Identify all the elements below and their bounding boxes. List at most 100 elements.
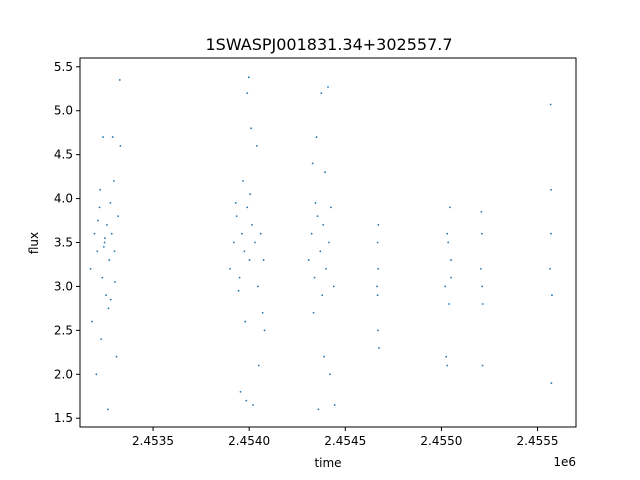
y-tick-label: 4.0	[54, 192, 73, 206]
data-point	[112, 180, 115, 182]
data-point	[549, 103, 552, 106]
data-point	[229, 267, 231, 270]
data-point	[332, 285, 335, 288]
data-point	[237, 289, 240, 292]
data-point	[376, 285, 378, 288]
data-point	[314, 202, 317, 204]
data-point	[109, 202, 112, 204]
data-point	[251, 224, 253, 226]
data-point	[257, 364, 260, 367]
data-point	[234, 202, 237, 204]
data-point	[235, 215, 238, 218]
data-point	[104, 237, 106, 240]
data-point	[115, 355, 118, 358]
data-point	[111, 136, 114, 138]
data-point	[320, 92, 323, 95]
data-point	[550, 232, 552, 235]
data-point	[98, 206, 101, 209]
data-point	[329, 206, 332, 209]
data-point	[448, 303, 451, 305]
x-tick-label: 2.4540	[228, 434, 270, 448]
data-point	[113, 250, 116, 253]
data-point	[549, 267, 551, 270]
y-tick-label: 2.5	[54, 323, 73, 337]
data-point	[238, 276, 241, 279]
data-point	[447, 241, 450, 244]
data-point	[446, 364, 449, 367]
data-point	[244, 320, 247, 323]
data-point	[245, 399, 248, 402]
data-point	[246, 92, 249, 95]
data-point	[119, 144, 122, 147]
x-tick-label: 2.4555	[517, 434, 559, 448]
x-axis-ticks: 2.4535 2.4540 2.4545 2.4550 2.4555	[132, 427, 559, 448]
data-point	[311, 162, 314, 165]
data-point	[248, 259, 251, 261]
data-point	[255, 144, 258, 147]
scatter-points	[89, 76, 553, 411]
data-point	[102, 245, 105, 248]
data-point	[249, 193, 252, 196]
x-axis-offset-label: 1e6	[553, 455, 576, 469]
data-point	[377, 329, 379, 332]
data-point	[114, 281, 116, 283]
data-point	[100, 338, 103, 341]
data-point	[481, 303, 484, 305]
data-point	[108, 259, 111, 261]
y-tick-label: 1.5	[54, 411, 73, 425]
data-point	[323, 355, 326, 358]
data-point	[109, 298, 112, 301]
data-point	[99, 188, 102, 191]
chart-title: 1SWASPJ001831.34+302557.7	[205, 35, 452, 54]
data-point	[480, 232, 483, 235]
data-point	[106, 408, 109, 411]
data-point	[250, 127, 253, 130]
data-point	[232, 241, 235, 244]
data-point	[481, 285, 484, 288]
data-point	[325, 267, 327, 270]
data-point	[481, 364, 484, 367]
data-point	[103, 241, 106, 244]
data-point	[263, 329, 266, 332]
data-point	[262, 259, 265, 261]
data-point	[91, 320, 93, 323]
data-point	[446, 232, 449, 235]
data-point	[377, 267, 380, 270]
data-point	[450, 259, 452, 261]
data-point	[239, 390, 242, 393]
data-point	[307, 259, 310, 261]
data-point	[240, 232, 243, 235]
y-tick-label: 3.5	[54, 236, 73, 250]
data-point	[377, 224, 380, 226]
data-point	[327, 86, 329, 88]
data-point	[254, 241, 256, 244]
data-point	[376, 294, 379, 297]
y-tick-label: 4.5	[54, 148, 73, 162]
data-point	[105, 294, 108, 297]
data-point	[107, 307, 110, 310]
x-tick-label: 2.4535	[132, 434, 174, 448]
data-point	[243, 250, 246, 253]
data-point	[328, 241, 330, 244]
data-point	[310, 232, 313, 235]
y-axis-label: flux	[27, 232, 41, 254]
data-point	[316, 215, 319, 218]
y-tick-label: 5.0	[54, 104, 73, 118]
y-tick-label: 5.5	[54, 60, 73, 74]
data-point	[242, 180, 244, 182]
data-point	[247, 76, 250, 79]
data-point	[117, 215, 119, 218]
data-point	[246, 206, 249, 209]
data-point	[551, 294, 553, 297]
data-point	[102, 136, 104, 138]
data-point	[550, 382, 553, 384]
y-tick-label: 3.0	[54, 279, 73, 293]
data-point	[449, 206, 451, 209]
data-point	[93, 232, 96, 235]
x-tick-label: 2.4545	[324, 434, 366, 448]
y-tick-label: 2.0	[54, 367, 73, 381]
data-point	[95, 373, 98, 376]
y-axis-ticks: 1.5 2.0 2.5 3.0 3.5 4.0 4.5 5.0 5.5	[54, 60, 80, 425]
data-point	[252, 404, 254, 406]
